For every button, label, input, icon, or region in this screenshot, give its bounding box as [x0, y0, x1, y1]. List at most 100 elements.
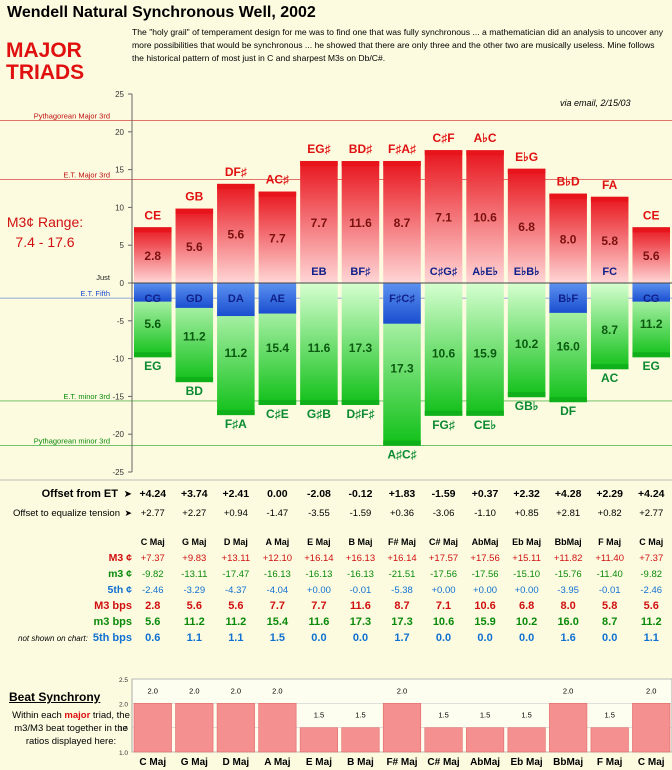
- major-third-bps: 7.7: [311, 216, 328, 230]
- column-header: BbMaj: [555, 537, 582, 547]
- row-value: +12.10: [263, 553, 292, 564]
- beat-y-tick-label: 1.0: [119, 750, 128, 757]
- offset-et-value: -0.12: [348, 488, 372, 500]
- row-value: -16.13: [264, 569, 291, 580]
- offset-et-value: +3.74: [181, 488, 208, 500]
- major-third-bar-cap: [590, 196, 629, 202]
- row-value: +16.13: [346, 553, 375, 564]
- row-value: -15.10: [513, 569, 540, 580]
- column-header: D Maj: [224, 537, 248, 547]
- beat-synchrony-title: Beat Synchrony: [9, 690, 101, 704]
- offset-et-value: +2.32: [513, 488, 540, 500]
- reference-line-label: E.T. minor 3rd: [63, 392, 110, 401]
- fifth-bar: [383, 283, 421, 324]
- minor-third-bps: 11.2: [183, 330, 206, 344]
- major-third-bar: [632, 227, 670, 283]
- minor-third-bar-cap: [258, 399, 297, 405]
- row-value: 10.6: [474, 600, 495, 612]
- minor-third-bps: 17.3: [349, 341, 373, 355]
- row-value: -0.01: [599, 585, 621, 596]
- major-third-name: B♭D: [557, 175, 580, 189]
- row-value: 0.0: [311, 632, 326, 644]
- minor-third-bar-cap: [507, 392, 546, 398]
- major-third-bar: [383, 160, 421, 283]
- row-value: 6.8: [519, 600, 534, 612]
- major-third-name: A♭C: [474, 131, 497, 145]
- minor-third-bps: 11.2: [224, 346, 247, 360]
- beat-x-label: C Maj: [139, 757, 166, 768]
- minor-third-bar-cap: [134, 352, 172, 358]
- beat-x-label: F Maj: [597, 757, 623, 768]
- y-tick-label: -20: [112, 430, 124, 439]
- offset-et-arrow: ➤: [124, 489, 132, 500]
- row-label: M3 ¢: [109, 552, 133, 564]
- row-value: -17.56: [472, 569, 499, 580]
- row-value: +11.82: [554, 553, 583, 564]
- offset-et-value: +4.24: [139, 488, 166, 500]
- minor-third-bar-cap: [424, 410, 463, 416]
- row-value: 11.2: [225, 616, 246, 628]
- minor-third-bps: 8.7: [601, 323, 618, 337]
- beat-x-label: AbMaj: [470, 757, 500, 768]
- major-third-bar: [258, 191, 297, 283]
- row-value: -11.40: [597, 569, 623, 580]
- fifth-name: E♭B♭: [514, 266, 540, 278]
- major-third-bps: 5.6: [643, 249, 660, 263]
- offset-et-label: Offset from ET: [42, 488, 119, 500]
- row-value: 1.5: [270, 632, 285, 644]
- row-value: 17.3: [350, 616, 371, 628]
- row-value: +11.40: [595, 553, 624, 564]
- row-label: 5th ¢: [107, 584, 132, 596]
- row-value: -4.37: [225, 585, 247, 596]
- y-tick-label: 5: [120, 241, 125, 250]
- row-value: -9.82: [142, 569, 164, 580]
- row-value: +13.11: [222, 553, 251, 564]
- y-tick-label: -15: [112, 392, 124, 401]
- y-tick-label: -25: [112, 468, 124, 477]
- beat-value-label: 1.5: [480, 711, 490, 720]
- beat-value-label: 1.5: [604, 711, 614, 720]
- row-value: 8.7: [602, 616, 617, 628]
- beat-value-label: 2.0: [397, 686, 407, 695]
- major-third-bar-cap: [507, 168, 546, 174]
- row-value: 5.6: [644, 600, 659, 612]
- row-value: 17.3: [391, 616, 412, 628]
- major-third-bar-cap: [300, 160, 338, 166]
- row-value: 7.7: [311, 600, 326, 612]
- row-value: 11.2: [184, 616, 205, 628]
- range-line-2: 7.4 - 17.6: [15, 234, 75, 250]
- range-line-1: M3¢ Range:: [6, 214, 84, 230]
- major-third-bps: 10.6: [473, 211, 497, 225]
- major-third-bps: 7.1: [435, 211, 452, 225]
- row-value: 1.7: [394, 632, 409, 644]
- fifth-name: AE: [270, 293, 285, 305]
- y-tick-label: -10: [112, 355, 124, 364]
- minor-third-bps: 11.6: [308, 341, 331, 355]
- row-value: 1.1: [644, 632, 659, 644]
- minor-third-name: CE♭: [474, 418, 496, 432]
- beat-value-label: 2.0: [189, 686, 199, 695]
- row-value: 0.0: [602, 632, 617, 644]
- offset-eq-value: -3.55: [308, 508, 330, 519]
- beat-value-label: 2.0: [231, 686, 241, 695]
- beat-x-label: A Maj: [264, 757, 291, 768]
- row-value: +0.00: [307, 585, 331, 596]
- offset-eq-value: +2.27: [182, 508, 206, 519]
- fifth-bar: [175, 283, 214, 308]
- major-third-bar-cap: [175, 208, 214, 214]
- major-third-bps: 5.8: [601, 234, 618, 248]
- minor-third-name: A♯C♯: [387, 448, 416, 462]
- column-header: G Maj: [182, 537, 207, 547]
- m3-range-label: M3¢ Range: 7.4 - 17.6: [4, 212, 86, 252]
- major-third-bps: 2.8: [144, 249, 161, 263]
- beat-value-label: 2.0: [646, 686, 656, 695]
- minor-third-bar-cap: [217, 410, 255, 416]
- major-third-bar-cap: [632, 227, 670, 233]
- minor-third-bar-cap: [175, 377, 214, 383]
- beat-value-label: 1.5: [438, 711, 448, 720]
- minor-third-bar-cap: [632, 352, 670, 358]
- fifth-bar: [632, 283, 670, 302]
- heading-line-1: MAJOR: [6, 39, 82, 62]
- row-value: -9.82: [640, 569, 662, 580]
